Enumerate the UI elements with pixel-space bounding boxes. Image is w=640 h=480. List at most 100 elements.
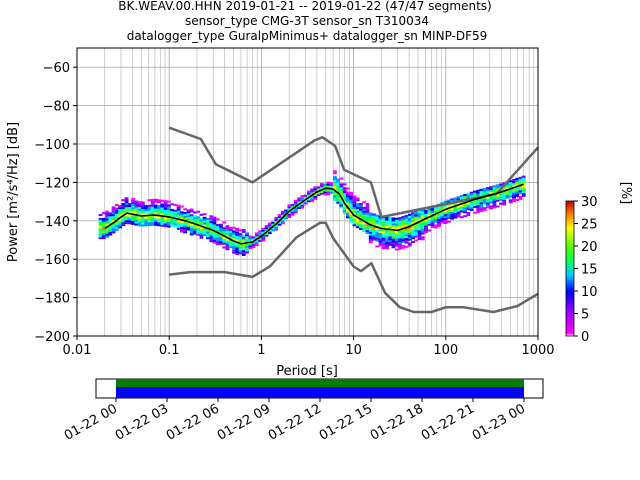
density-cell (381, 239, 386, 242)
density-cell (437, 224, 441, 227)
density-cell (319, 190, 324, 193)
density-cell (280, 222, 285, 225)
density-cell (492, 187, 497, 190)
density-cell (472, 194, 477, 197)
density-cell (407, 227, 412, 230)
density-cell (518, 192, 523, 195)
density-cell (323, 185, 328, 188)
density-cell (378, 232, 383, 235)
density-cell (150, 210, 155, 213)
density-cell (131, 219, 135, 222)
density-cell (355, 222, 360, 225)
density-cell (297, 197, 302, 200)
density-cell (456, 213, 461, 216)
density-cell (342, 196, 347, 199)
density-cell (333, 197, 337, 200)
density-cell (114, 226, 119, 229)
density-cell (388, 222, 393, 225)
density-cell (225, 248, 230, 251)
density-cell (482, 203, 487, 206)
density-cell (121, 212, 126, 215)
density-cell (359, 228, 363, 231)
density-cell (372, 234, 376, 237)
density-cell (375, 239, 380, 242)
density-cell (193, 221, 197, 224)
density-cell (170, 203, 175, 206)
density-cell (469, 207, 474, 210)
density-cell (499, 202, 503, 205)
density-cell (446, 199, 451, 202)
density-cell (336, 180, 341, 183)
density-cell (394, 227, 399, 230)
density-cell (518, 178, 523, 181)
density-cell (336, 199, 341, 202)
density-cell (411, 241, 415, 244)
density-cell (342, 198, 347, 201)
density-cell (453, 197, 458, 200)
density-cell (472, 190, 477, 193)
density-cell (121, 208, 126, 211)
density-cell (407, 242, 412, 245)
density-cell (163, 223, 168, 226)
density-cell (235, 252, 240, 255)
density-cell (118, 214, 122, 217)
density-cell (443, 210, 448, 213)
density-cell (180, 222, 184, 225)
density-cell (505, 187, 510, 190)
density-cell (342, 191, 347, 194)
density-cell (101, 229, 106, 232)
density-cell (235, 239, 240, 242)
density-cell (469, 208, 474, 211)
density-cell (453, 203, 458, 206)
density-cell (482, 207, 487, 210)
density-cell (225, 246, 230, 249)
density-cell (466, 213, 471, 216)
density-cell (170, 212, 175, 215)
density-cell (355, 226, 360, 229)
density-cell (114, 217, 119, 220)
title-line-3: datalogger_type GuralpMinimus+ datalogge… (127, 29, 488, 43)
density-cell (502, 186, 507, 189)
density-cell (476, 191, 481, 194)
density-cell (430, 224, 435, 227)
density-cell (362, 224, 367, 227)
density-cell (385, 235, 389, 238)
density-cell (140, 220, 145, 223)
density-cell (264, 232, 269, 235)
density-cell (433, 211, 438, 214)
density-cell (391, 236, 396, 239)
density-cell (101, 227, 106, 230)
density-cell (124, 218, 129, 221)
density-cell (365, 231, 370, 234)
density-cell (150, 218, 155, 221)
density-cell (121, 203, 126, 206)
density-cell (521, 191, 526, 194)
density-cell (342, 200, 347, 203)
density-cell (193, 215, 197, 218)
density-cell (479, 200, 484, 203)
density-cell (101, 223, 106, 226)
density-cell (453, 214, 458, 217)
density-cell (512, 180, 516, 183)
density-cell (137, 203, 142, 206)
density-cell (137, 205, 142, 208)
density-cell (140, 211, 145, 214)
density-cell (349, 197, 354, 200)
density-cell (180, 220, 184, 223)
density-cell (111, 218, 116, 221)
density-cell (420, 226, 425, 229)
density-cell (401, 233, 406, 236)
density-cell (417, 212, 422, 215)
density-cell (140, 207, 145, 210)
density-cell (287, 204, 292, 207)
density-cell (443, 219, 448, 222)
density-cell (359, 224, 363, 227)
density-cell (398, 245, 402, 248)
density-cell (196, 210, 201, 213)
density-cell (209, 230, 214, 233)
density-cell (160, 203, 165, 206)
density-cell (157, 212, 162, 215)
density-cell (147, 220, 152, 223)
density-cell (398, 234, 402, 237)
density-cell (440, 206, 445, 209)
